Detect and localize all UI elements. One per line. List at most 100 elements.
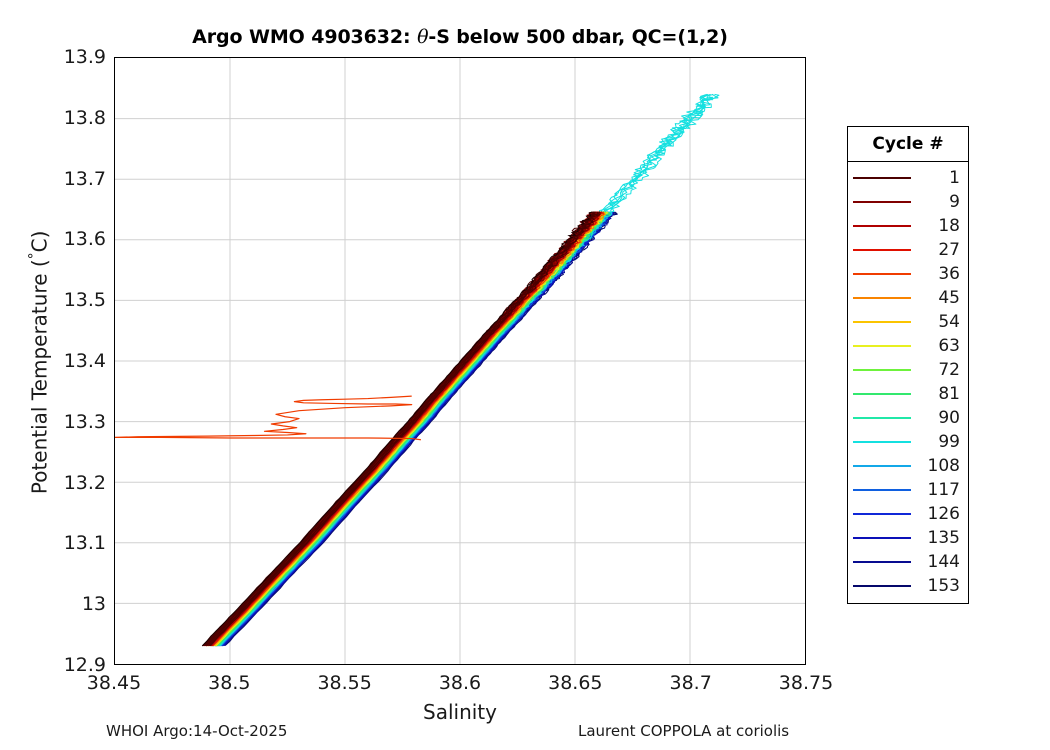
legend-color-swatch (853, 393, 911, 395)
y-tick-label: 13.8 (63, 106, 106, 129)
legend-item[interactable]: 9 (848, 190, 968, 214)
legend-item[interactable]: 126 (848, 502, 968, 526)
x-tick-label: 38.65 (548, 672, 603, 694)
y-tick-label: 13.6 (63, 228, 106, 251)
legend-box: Cycle # 1 9 18 27 36 45 54 63 72 81 90 99 108 117 126 1… (847, 126, 969, 604)
legend-item[interactable]: 1 (848, 166, 968, 190)
data-layer (115, 58, 805, 664)
legend-item[interactable]: 45 (848, 286, 968, 310)
y-tick-label: 13.2 (63, 471, 106, 494)
x-tick-label: 38.6 (438, 672, 482, 694)
legend-title: Cycle # (848, 127, 968, 162)
legend-color-swatch (853, 297, 911, 299)
footer-left-text: WHOI Argo:14-Oct-2025 (106, 722, 288, 740)
legend-color-swatch (853, 321, 911, 323)
y-tick-label: 13.7 (63, 167, 106, 190)
profile-trace (205, 212, 595, 646)
y-tick-label: 13.9 (63, 46, 106, 68)
chart-title: Argo WMO 4903632: θ-S below 500 dbar, QC… (114, 26, 806, 48)
legend-item-label: 9 (949, 191, 960, 212)
legend-item-label: 45 (938, 287, 960, 308)
legend-item[interactable]: 54 (848, 310, 968, 334)
legend-item[interactable]: 81 (848, 382, 968, 406)
profile-trace (203, 212, 595, 646)
legend-item-label: 36 (938, 263, 960, 284)
legend-color-swatch (853, 585, 911, 587)
y-tick-label: 13.1 (63, 532, 106, 555)
legend-item[interactable]: 90 (848, 406, 968, 430)
legend-item-label: 27 (938, 239, 960, 260)
legend-item[interactable]: 153 (848, 574, 968, 598)
x-axis-tick-labels: 38.45 38.5 38.55 38.6 38.65 38.7 38.75 (87, 668, 833, 698)
legend-item-label: 135 (927, 527, 960, 548)
legend-item[interactable]: 99 (848, 430, 968, 454)
profile-trace (207, 212, 599, 646)
legend-color-swatch (853, 537, 911, 539)
y-axis-label-unit: C) (27, 230, 52, 253)
legend-color-swatch (853, 489, 911, 491)
y-tick-label: 13.5 (63, 289, 106, 312)
legend-item[interactable]: 18 (848, 214, 968, 238)
legend-color-swatch (853, 465, 911, 467)
legend-color-swatch (853, 225, 911, 227)
legend-item[interactable]: 117 (848, 478, 968, 502)
legend-color-swatch (853, 201, 911, 203)
legend-color-swatch (853, 249, 911, 251)
y-tick-label: 13.3 (63, 410, 106, 433)
profile-trace (210, 212, 600, 646)
legend-item-label: 108 (927, 455, 960, 476)
legend-color-swatch (853, 369, 911, 371)
y-tick-label: 12.9 (63, 654, 106, 676)
legend-color-swatch (853, 561, 911, 563)
legend-item-label: 153 (927, 575, 960, 596)
legend-item-label: 99 (938, 431, 960, 452)
profile-trace (205, 212, 595, 646)
legend-item[interactable]: 144 (848, 550, 968, 574)
theta-symbol: θ (417, 26, 429, 48)
legend-item-label: 1 (949, 167, 960, 188)
x-axis-label: Salinity (423, 700, 497, 724)
legend-items: 1 9 18 27 36 45 54 63 72 81 90 99 108 117 126 135 144 153 (848, 162, 968, 598)
legend-item[interactable]: 36 (848, 262, 968, 286)
y-axis-label-main: Potential Temperature ( (27, 259, 52, 495)
legend-color-swatch (853, 513, 911, 515)
legend-color-swatch (853, 177, 911, 179)
x-tick-label: 38.75 (778, 672, 834, 694)
legend-item[interactable]: 108 (848, 454, 968, 478)
legend-item-label: 63 (938, 335, 960, 356)
y-tick-label: 13 (81, 593, 106, 616)
chart-title-prefix: Argo WMO 4903632: (192, 26, 418, 48)
legend-item-label: 18 (938, 215, 960, 236)
legend-item-label: 54 (938, 311, 960, 332)
anomalous-profile-trace (115, 396, 421, 440)
legend-item-label: 90 (938, 407, 960, 428)
legend-item-label: 72 (938, 359, 960, 380)
chart-title-suffix: -S below 500 dbar, QC=(1,2) (428, 26, 728, 48)
legend-color-swatch (853, 345, 911, 347)
profile-trace (202, 212, 592, 646)
profile-trace (216, 212, 608, 646)
legend-color-swatch (853, 273, 911, 275)
profile-trace (214, 212, 605, 646)
y-tick-label: 13.4 (63, 350, 106, 372)
profile-trace (221, 212, 611, 646)
x-tick-label: 38.45 (86, 672, 142, 694)
legend-color-swatch (853, 441, 911, 443)
footer-right-text: Laurent COPPOLA at coriolis (578, 722, 790, 740)
legend-item-label: 144 (927, 551, 960, 572)
x-tick-label: 38.5 (208, 672, 251, 694)
legend-item[interactable]: 27 (848, 238, 968, 262)
x-tick-label: 38.7 (669, 672, 712, 694)
legend-item-label: 126 (927, 503, 960, 524)
x-tick-label: 38.55 (317, 672, 372, 694)
legend-item[interactable]: 63 (848, 334, 968, 358)
legend-item[interactable]: 135 (848, 526, 968, 550)
legend-item-label: 117 (927, 479, 960, 500)
profile-trace (217, 212, 610, 646)
y-axis-label: Potential Temperature (°C) (27, 58, 52, 666)
legend-item[interactable]: 72 (848, 358, 968, 382)
degree-symbol: ° (26, 252, 43, 260)
legend-color-swatch (853, 417, 911, 419)
profile-trace (209, 212, 599, 646)
